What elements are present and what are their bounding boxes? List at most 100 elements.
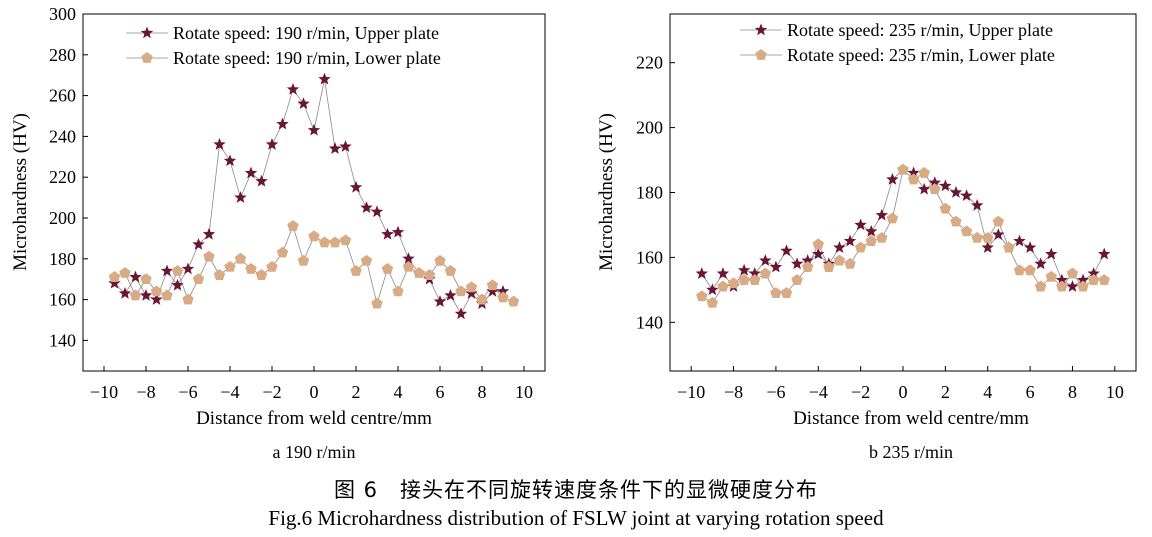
- data-point-lower: [213, 269, 226, 280]
- x-tick-label: −8: [724, 382, 743, 402]
- data-point-lower: [308, 230, 320, 242]
- data-point-upper: [402, 252, 415, 265]
- x-tick-label: 10: [515, 382, 533, 402]
- data-point-lower: [801, 261, 814, 272]
- data-point-upper: [928, 176, 941, 189]
- data-point-upper: [790, 257, 804, 270]
- data-point-upper: [992, 228, 1005, 240]
- y-tick-label: 300: [49, 4, 76, 24]
- x-tick-label: 8: [478, 382, 487, 402]
- legend-a-lower-marker: [141, 52, 153, 63]
- chart-a-legend: Rotate speed: 190 r/min, Upper plate Rot…: [126, 23, 441, 68]
- data-point-lower: [1034, 280, 1047, 292]
- data-point-lower: [1098, 274, 1110, 285]
- chart-b-y-label: Microhardness (HV): [596, 113, 617, 271]
- legend-b-lower-marker: [755, 49, 767, 60]
- data-point-lower: [759, 267, 772, 279]
- data-point-lower: [992, 215, 1005, 227]
- x-tick-label: 6: [436, 382, 445, 402]
- chart-b-subcaption: b 235 r/min: [869, 442, 953, 462]
- legend-star-marker: [140, 26, 154, 39]
- data-point-lower: [939, 202, 952, 214]
- series-line-upper: [114, 79, 503, 315]
- data-point-lower: [738, 274, 750, 285]
- data-point-lower: [918, 167, 930, 178]
- data-point-upper: [907, 166, 920, 179]
- data-point-upper: [1087, 267, 1100, 279]
- data-point-upper: [328, 142, 342, 154]
- data-point-upper: [255, 174, 268, 187]
- data-point-upper: [486, 284, 499, 297]
- legend-b-lower-label: Rotate speed: 235 r/min, Lower plate: [787, 45, 1055, 65]
- x-tick-label: −4: [220, 382, 239, 402]
- data-point-lower: [287, 220, 299, 232]
- y-tick-label: 160: [636, 247, 663, 267]
- data-point-upper: [1013, 234, 1026, 247]
- legend-b-upper-marker: [754, 23, 768, 36]
- data-point-upper: [875, 208, 888, 221]
- x-tick-label: 6: [1026, 382, 1035, 402]
- data-point-upper: [349, 180, 363, 193]
- legend-a-upper-marker: [140, 26, 154, 39]
- data-point-upper: [1098, 247, 1111, 260]
- legend-a-lower-label: Rotate speed: 190 r/min, Lower plate: [173, 48, 441, 68]
- data-point-lower: [318, 236, 331, 248]
- data-point-lower: [108, 271, 121, 283]
- data-point-lower: [266, 260, 278, 272]
- data-point-lower: [381, 263, 394, 274]
- data-point-lower: [171, 265, 184, 276]
- data-point-upper: [716, 267, 730, 279]
- figure-caption-chinese: 图 6 接头在不同旋转速度条件下的显微硬度分布: [333, 478, 819, 502]
- data-point-upper: [960, 189, 973, 201]
- data-point-lower: [497, 291, 509, 303]
- data-point-upper: [265, 138, 279, 150]
- chart-b-y-ticks: 140 160 180 200 220: [636, 53, 675, 332]
- data-point-upper: [297, 97, 310, 110]
- data-point-lower: [780, 287, 793, 298]
- data-point-upper: [118, 286, 132, 299]
- y-tick-label: 180: [636, 183, 663, 203]
- x-tick-label: 2: [941, 382, 950, 402]
- data-point-lower: [717, 280, 729, 292]
- data-point-lower: [434, 254, 446, 266]
- chart-b-legend: Rotate speed: 235 r/min, Upper plate Rot…: [740, 20, 1055, 65]
- legend-pentagon-marker: [141, 52, 153, 63]
- data-point-upper: [1076, 273, 1090, 286]
- x-tick-label: −10: [677, 382, 705, 402]
- chart-b: 140 160 180 200 220 −10 −8 −6 −4 −2 0 2 4 6 8 10 Rotat…: [596, 13, 1137, 462]
- data-point-lower: [833, 254, 846, 266]
- figure-caption-english: Fig.6 Microhardness distribution of FSLW…: [268, 506, 884, 530]
- data-point-upper: [886, 173, 899, 185]
- x-tick-label: −8: [136, 382, 155, 402]
- data-point-upper: [843, 234, 857, 247]
- data-point-lower: [1013, 264, 1026, 276]
- y-tick-label: 280: [49, 45, 76, 65]
- y-tick-label: 140: [49, 330, 76, 350]
- data-point-upper: [780, 244, 793, 257]
- data-point-upper: [307, 123, 321, 136]
- data-point-upper: [381, 227, 394, 240]
- data-point-lower: [140, 273, 152, 285]
- x-tick-label: 4: [983, 382, 992, 402]
- data-point-lower: [950, 215, 962, 227]
- data-point-upper: [981, 241, 994, 253]
- x-tick-label: −2: [262, 382, 281, 402]
- data-point-upper: [129, 270, 142, 283]
- data-point-lower: [1003, 241, 1015, 253]
- y-tick-label: 240: [49, 126, 76, 146]
- y-tick-label: 180: [49, 249, 76, 269]
- legend-b-upper-label: Rotate speed: 235 r/min, Upper plate: [787, 20, 1053, 40]
- data-point-upper: [1023, 241, 1037, 253]
- data-point-lower: [812, 238, 824, 250]
- data-point-lower: [696, 290, 708, 302]
- data-point-upper: [213, 138, 226, 150]
- data-point-lower: [507, 295, 520, 307]
- data-point-upper: [695, 267, 708, 279]
- y-tick-label: 220: [636, 53, 663, 73]
- data-point-lower: [192, 273, 205, 285]
- data-point-upper: [769, 260, 783, 273]
- data-point-lower: [339, 234, 352, 246]
- series-line-lower: [701, 169, 1105, 304]
- chart-a-y-ticks: 140 160 180 200 220 240 260 280 300: [49, 4, 88, 350]
- data-point-upper: [1034, 257, 1047, 270]
